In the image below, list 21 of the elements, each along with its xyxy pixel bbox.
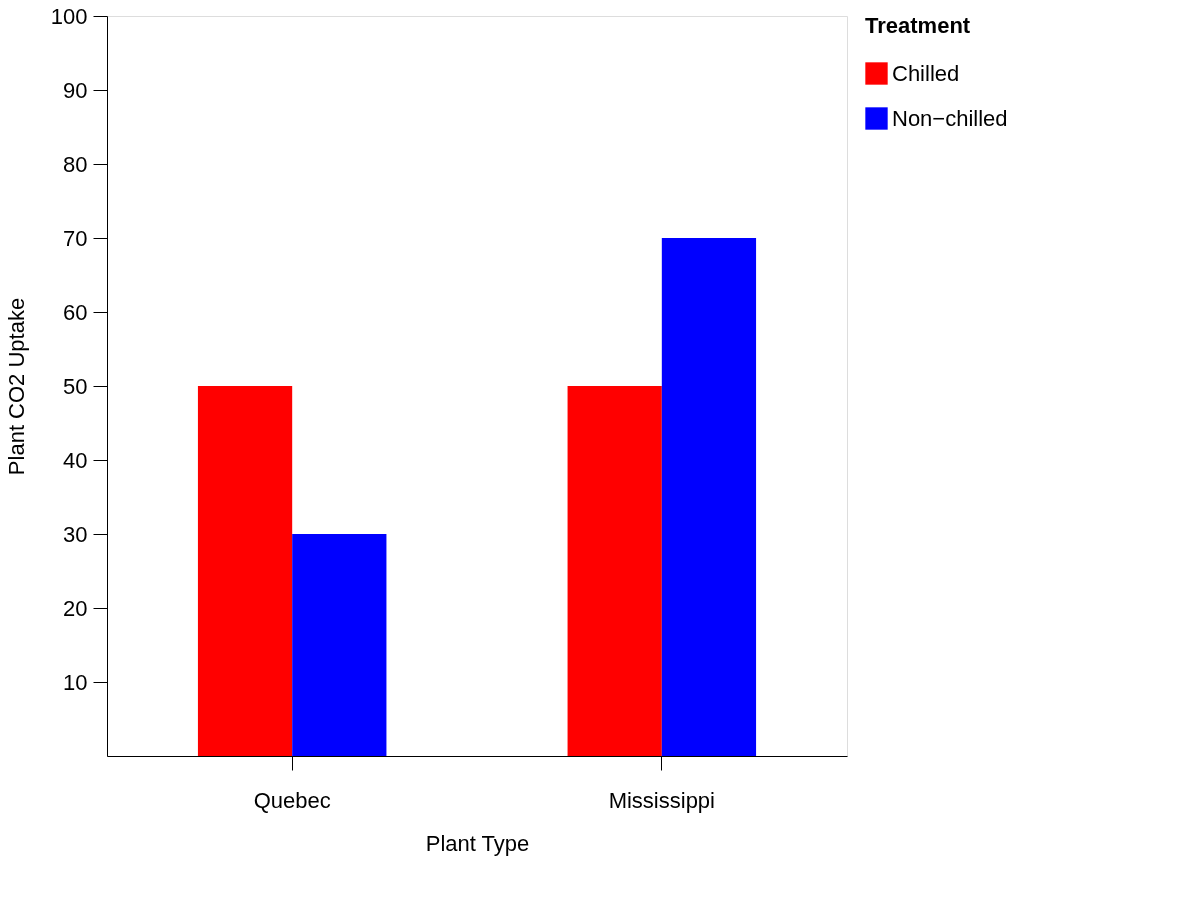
bar	[292, 534, 387, 756]
y-axis-title: Plant CO2 Uptake	[3, 297, 29, 476]
y-tick-label: 80	[63, 151, 88, 177]
y-tick-label: 60	[63, 299, 88, 325]
y-tick-label: 50	[63, 373, 88, 399]
y-tick-label: 10	[63, 669, 88, 695]
x-tick-label: Mississippi	[608, 787, 715, 813]
legend-label: Chilled	[892, 60, 960, 86]
y-tick-label: 30	[63, 521, 88, 547]
x-axis-title: Plant Type	[425, 830, 530, 856]
bar	[567, 386, 662, 756]
y-tick-label: 40	[63, 447, 88, 473]
y-tick-label: 90	[63, 77, 88, 103]
legend-title: Treatment	[865, 13, 971, 38]
legend-label: Non−chilled	[892, 105, 1008, 131]
x-tick-label: Quebec	[253, 787, 331, 813]
bar	[661, 238, 757, 756]
y-tick-label: 100	[50, 3, 88, 29]
bar	[197, 386, 293, 756]
y-tick-label: 20	[63, 595, 88, 621]
y-tick-label: 70	[63, 225, 88, 251]
